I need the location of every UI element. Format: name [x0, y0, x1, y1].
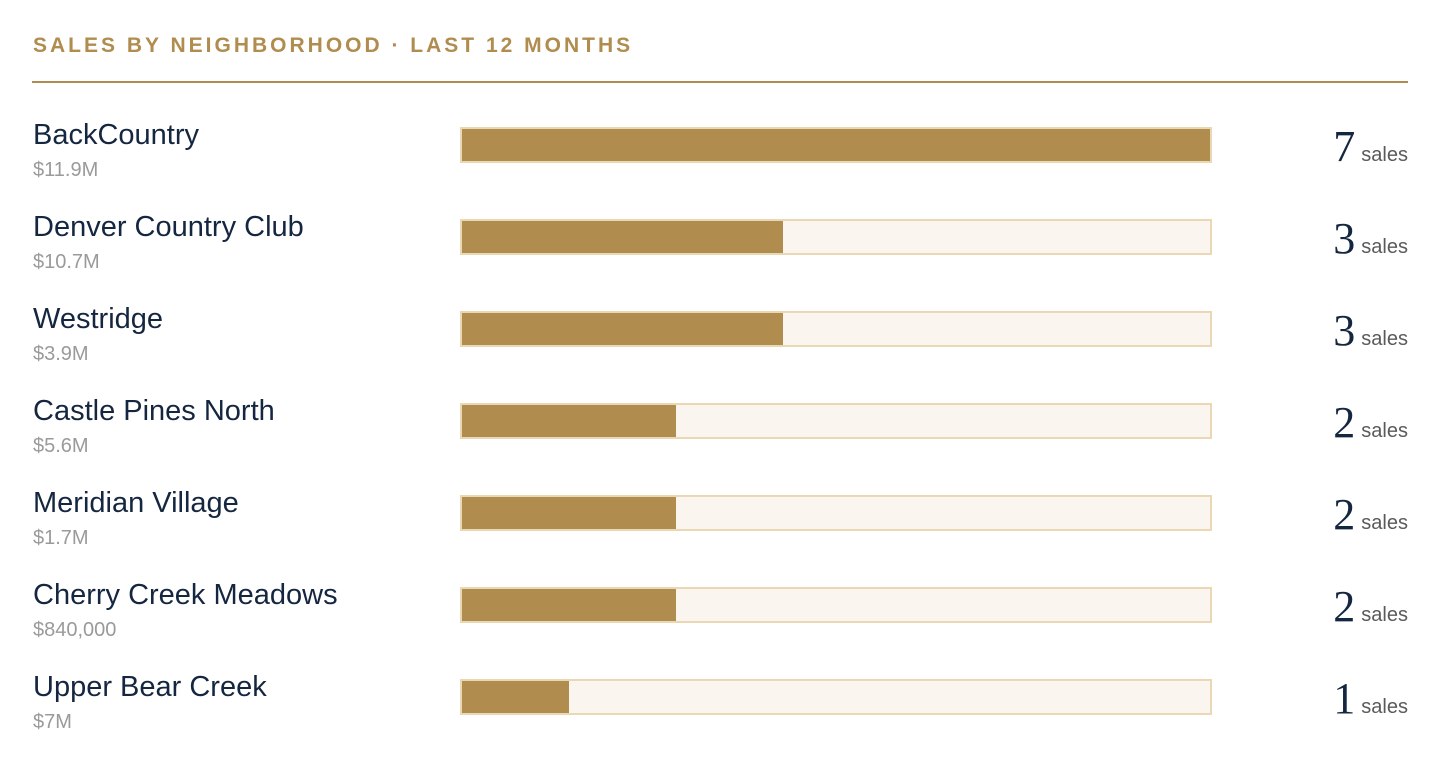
sales-count: 2 [1333, 398, 1356, 447]
bar-track [460, 311, 1212, 347]
sales-volume: $1.7M [33, 527, 89, 549]
bar-track [460, 219, 1212, 255]
neighborhood-name: Upper Bear Creek [33, 671, 267, 703]
sales-unit: sales [1361, 236, 1408, 258]
sales-unit: sales [1361, 512, 1408, 534]
bar-fill [462, 681, 569, 713]
sales-volume: $840,000 [33, 619, 117, 641]
sales-unit: sales [1361, 328, 1408, 350]
sales-unit: sales [1361, 604, 1408, 626]
bar-track [460, 127, 1212, 163]
neighborhood-row: Denver Country Club $10.7M 3 sales [32, 211, 1408, 303]
neighborhood-name: Cherry Creek Meadows [33, 579, 338, 611]
neighborhood-row: Upper Bear Creek $7M 1 sales [32, 671, 1408, 763]
bar-track [460, 679, 1212, 715]
neighborhood-name: Denver Country Club [33, 211, 304, 243]
sales-count-label: 2 sales [1333, 581, 1408, 632]
sales-volume: $7M [33, 711, 72, 733]
sales-unit: sales [1361, 696, 1408, 718]
neighborhood-row: Cherry Creek Meadows $840,000 2 sales [32, 579, 1408, 671]
sales-unit: sales [1361, 420, 1408, 442]
bar-fill [462, 405, 676, 437]
sales-count-label: 2 sales [1333, 489, 1408, 540]
sales-count: 3 [1333, 306, 1356, 355]
sales-unit: sales [1361, 144, 1408, 166]
sales-volume: $10.7M [33, 251, 100, 273]
bar-fill [462, 497, 676, 529]
sales-count: 7 [1333, 122, 1356, 171]
sales-volume: $3.9M [33, 343, 89, 365]
title-divider [32, 81, 1408, 83]
sales-count: 1 [1333, 674, 1356, 723]
bar-fill [462, 129, 1210, 161]
bar-track [460, 587, 1212, 623]
bar-track [460, 495, 1212, 531]
sales-count-label: 1 sales [1333, 673, 1408, 724]
neighborhood-name: Castle Pines North [33, 395, 275, 427]
bar-fill [462, 313, 783, 345]
sales-count-label: 7 sales [1333, 121, 1408, 172]
sales-count: 3 [1333, 214, 1356, 263]
neighborhood-name: Meridian Village [33, 487, 239, 519]
sales-volume: $5.6M [33, 435, 89, 457]
neighborhood-row: Castle Pines North $5.6M 2 sales [32, 395, 1408, 487]
neighborhood-name: BackCountry [33, 119, 200, 151]
bar-fill [462, 589, 676, 621]
sales-count-label: 3 sales [1333, 213, 1408, 264]
bar-track [460, 403, 1212, 439]
sales-volume: $11.9M [33, 159, 99, 181]
sales-count-label: 2 sales [1333, 397, 1408, 448]
chart-title: SALES BY NEIGHBORHOOD · LAST 12 MONTHS [33, 34, 634, 57]
sales-count-label: 3 sales [1333, 305, 1408, 356]
neighborhood-row: BackCountry $11.9M 7 sales [32, 119, 1408, 211]
neighborhood-row: Meridian Village $1.7M 2 sales [32, 487, 1408, 579]
neighborhood-name: Westridge [33, 303, 164, 335]
bar-fill [462, 221, 783, 253]
sales-count: 2 [1333, 582, 1356, 631]
neighborhood-row: Westridge $3.9M 3 sales [32, 303, 1408, 395]
sales-count: 2 [1333, 490, 1356, 539]
